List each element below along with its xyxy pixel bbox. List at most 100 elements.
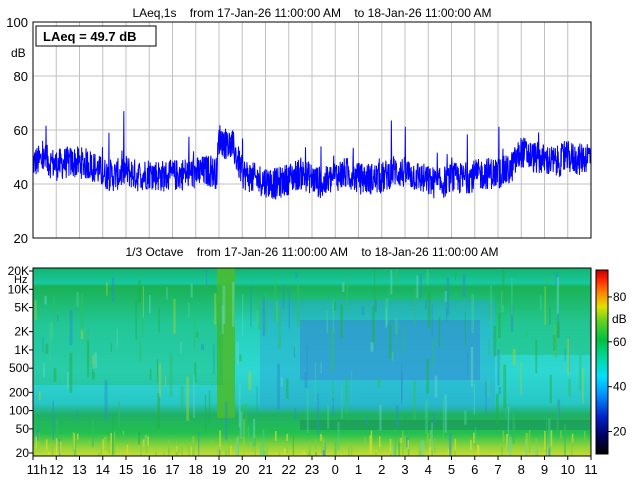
laeq-series-line (32, 111, 592, 200)
heatmap-low-freq-streak (303, 450, 305, 456)
heatmap-streak (549, 374, 552, 404)
octave-x-tick-label: 20 (235, 462, 249, 477)
heatmap-streak (473, 383, 475, 415)
heatmap-streak (52, 400, 55, 440)
heatmap-low-freq-streak (283, 448, 286, 456)
heatmap-streak (275, 300, 278, 323)
heatmap-streak (509, 436, 512, 456)
heatmap-streak (332, 380, 334, 402)
heatmap-streak (498, 387, 501, 395)
heatmap-streak (253, 438, 256, 447)
heatmap-streak (388, 288, 390, 303)
heatmap-low-freq-streak (506, 434, 508, 452)
heatmap-streak (432, 339, 434, 367)
heatmap-low-freq-streak (286, 446, 289, 454)
heatmap-streak (306, 345, 308, 375)
heatmap-streak (282, 284, 285, 309)
heatmap-streak (295, 340, 297, 356)
heatmap-streak (455, 272, 457, 281)
heatmap-low-freq-streak (364, 436, 366, 447)
heatmap-streak (257, 300, 261, 330)
heatmap-streak (548, 447, 551, 456)
heatmap-streak (34, 300, 37, 320)
heatmap-streak (327, 405, 330, 429)
octave-x-tick-label: 3 (401, 462, 408, 477)
heatmap-streak (379, 404, 382, 431)
heatmap-streak (280, 377, 283, 387)
colorbar-unit: dB (612, 312, 627, 326)
heatmap-low-freq-streak (88, 440, 91, 446)
heatmap-streak (231, 282, 235, 327)
heatmap-low-freq-streak (584, 431, 586, 441)
heatmap-low-freq-streak (548, 444, 550, 450)
heatmap-streak (118, 401, 120, 428)
heatmap-low-freq-streak (308, 441, 311, 456)
octave-y-tick-label: 500 (9, 361, 29, 375)
octave-x-axis: 11h 12 13 14 15 16 17 18 19 20 21 22 23 0 1 2 3 4 5 6 7 8 9 10 1… (27, 456, 598, 477)
octave-x-tick-label: 18 (189, 462, 203, 477)
heatmap-streak (370, 342, 374, 352)
heatmap-streak (589, 293, 591, 340)
heatmap-streak (396, 405, 399, 428)
heatmap-low-freq-streak (108, 445, 110, 454)
heatmap-streak (393, 442, 395, 456)
heatmap-streak (165, 376, 167, 387)
heatmap-streak (433, 413, 436, 426)
heatmap-streak (103, 436, 107, 456)
octave-x-tick-label: 16 (142, 462, 156, 477)
heatmap-streak (326, 311, 329, 334)
octave-x-tick-label: 4 (425, 462, 432, 477)
heatmap-low-freq-streak (254, 445, 256, 456)
heatmap-streak (239, 354, 242, 362)
heatmap-streak (205, 269, 208, 286)
heatmap-streak (331, 329, 334, 372)
heatmap-streak (493, 325, 497, 357)
heatmap-streak (398, 442, 400, 456)
laeq-annotation: LAeq = 49.7 dB (43, 29, 137, 44)
heatmap-streak (233, 349, 235, 393)
heatmap-low-freq-streak (145, 434, 148, 454)
heatmap-streak (262, 296, 265, 337)
heatmap-low-freq-streak (228, 446, 230, 456)
heatmap-streak (317, 393, 319, 436)
heatmap-low-freq-streak (276, 452, 279, 456)
heatmap-streak (187, 302, 190, 318)
heatmap-streak (555, 272, 558, 286)
heatmap-streak (243, 419, 245, 456)
heatmap-low-freq-streak (348, 447, 350, 456)
heatmap-streak (195, 331, 199, 338)
heatmap-low-freq-streak (110, 432, 112, 456)
heatmap-streak (425, 400, 428, 434)
heatmap-streak (69, 310, 73, 345)
heatmap-streak (341, 385, 343, 419)
laeq-y-unit: dB (11, 46, 26, 60)
heatmap-streak (495, 393, 499, 425)
heatmap-low-freq-streak (168, 447, 171, 454)
heatmap-streak (87, 340, 90, 378)
heatmap-streak (247, 425, 250, 447)
heatmap-low-freq-streak (370, 430, 373, 455)
heatmap-streak (92, 355, 95, 369)
octave-chart-title: 1/3 Octave from 17-Jan-26 11:00:00 AM to… (125, 245, 498, 259)
heatmap-streak (274, 276, 277, 322)
heatmap-streak (427, 292, 431, 328)
octave-x-tick-label: 2 (378, 462, 385, 477)
heatmap-low-freq-streak (225, 448, 227, 456)
heatmap-streak (216, 445, 219, 456)
heatmap-streak (157, 393, 160, 429)
heatmap-streak (395, 428, 397, 456)
heatmap-streak (295, 272, 298, 279)
heatmap-low-freq-streak (493, 453, 496, 456)
heatmap-streak (421, 440, 424, 456)
heatmap-streak (173, 298, 176, 334)
heatmap-streaks (33, 268, 591, 456)
heatmap-low-freq-streak (379, 436, 381, 448)
heatmap-streak (579, 355, 582, 391)
heatmap-low-freq-streak (59, 441, 62, 454)
heatmap-streak (512, 348, 516, 366)
octave-x-tick-label: 6 (471, 462, 478, 477)
heatmap-streak (564, 348, 566, 361)
heatmap-low-freq-streak (147, 436, 149, 446)
heatmap-streak (375, 300, 377, 312)
heatmap-low-freq-streak (286, 433, 288, 442)
